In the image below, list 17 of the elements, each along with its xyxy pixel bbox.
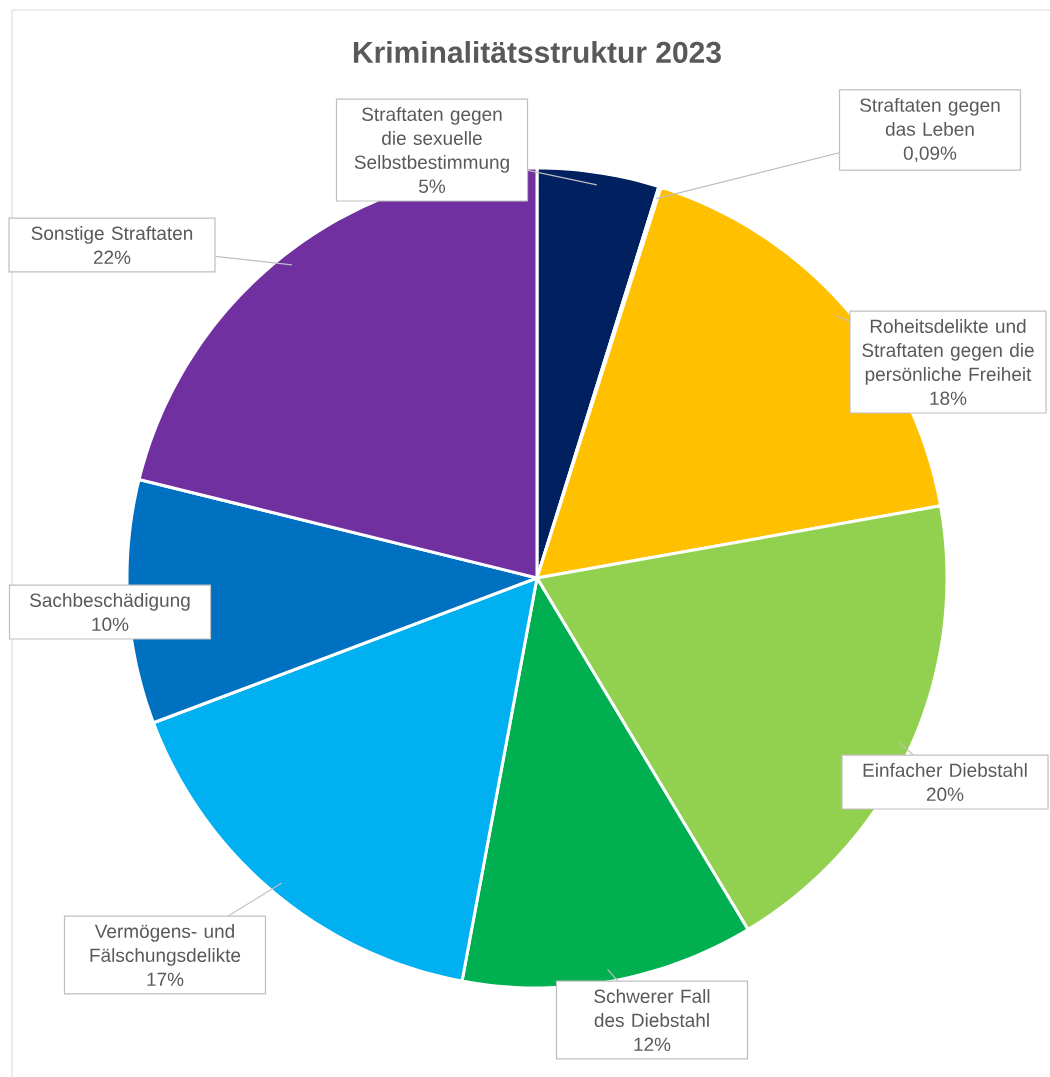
data-label: 18% [930,391,967,405]
slice-label: Straftaten gegen das Leben [860,97,1000,136]
slice-label: Straftaten gegen die sexuelle Selbstbestimmung [354,107,509,173]
slice-label: Sonstige Straftaten [31,226,193,244]
data-label: 20% [926,787,964,801]
slice-label: Einfacher Diebstahl [863,763,1027,777]
data-label: 10% [92,617,129,631]
data-label: 12% [634,1037,671,1051]
slice-label: Vermögens- und Fälschungsdelikte [90,924,241,966]
data-label: 5% [419,179,446,193]
data-label: 22% [93,250,131,264]
slice-label: Roheitsdelikte und Straftaten gegen die persönliche Freiheit [862,319,1034,385]
data-label: 17% [147,972,184,986]
slice-label: Sachbeschädigung [30,593,190,611]
chart-title: Kriminalitätsstruktur 2023 [353,40,721,64]
data-label: 0,09% [903,146,957,163]
slice-label: Schwerer Fall des Diebstahl [594,989,710,1028]
